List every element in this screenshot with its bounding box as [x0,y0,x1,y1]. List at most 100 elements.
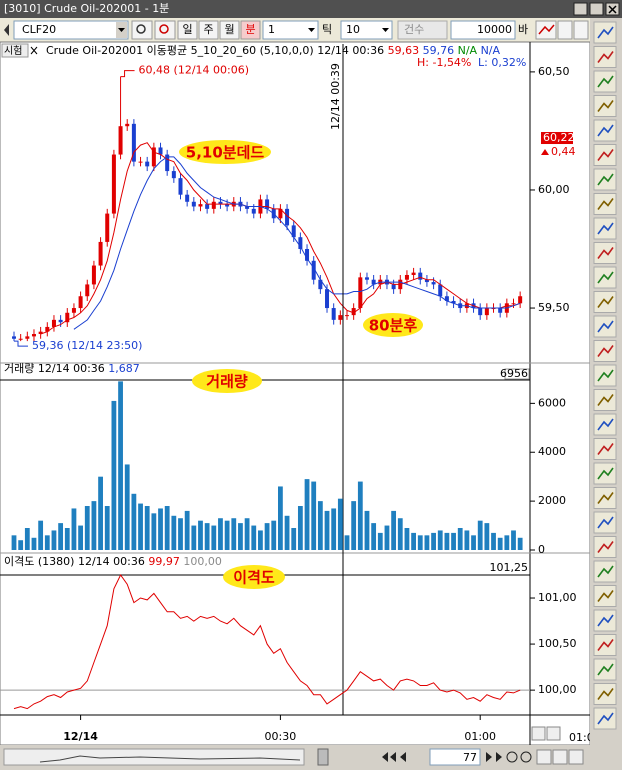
side-tool-button[interactable] [593,462,617,485]
tool-button[interactable] [573,20,589,40]
zoom-out[interactable] [520,751,532,763]
side-tool-button[interactable] [593,389,617,411]
side-tool-button[interactable] [593,658,617,681]
volume-header: 거래량 12/14 00:36 1,687 [4,362,140,375]
candle-body [404,274,409,280]
period-button[interactable] [219,20,240,40]
candle-body [105,213,110,242]
period-button-active[interactable] [240,20,261,40]
candle-body [245,206,250,209]
volume-bar [411,532,416,550]
candle-body [305,249,310,261]
side-tool-button[interactable] [593,46,617,68]
side-tool-icon [597,688,614,700]
search-red-button[interactable] [154,20,176,40]
period-button[interactable] [198,20,219,40]
count-input[interactable] [450,20,516,40]
side-tool-button[interactable] [593,315,617,338]
side-tool-button[interactable] [593,560,617,583]
tick-combo[interactable] [340,20,393,40]
scroll-thumb[interactable] [317,748,329,766]
scroll-buttons[interactable] [382,752,406,762]
side-tool-button[interactable] [593,364,617,387]
minimize-button[interactable] [573,2,588,16]
candle-body [431,282,436,285]
tool-button[interactable] [557,20,573,40]
search-button[interactable] [131,20,153,40]
side-tool-button[interactable] [593,487,617,509]
candle-body [51,319,56,327]
period-label: 일 [182,22,192,36]
y-tick-label: 100,00 [538,683,577,696]
side-tool-button[interactable] [593,168,617,191]
window-title: [3010] Crude Oil-202001 - 1분 [4,2,169,15]
side-tool-button[interactable] [593,70,617,93]
scroll-buttons[interactable] [486,752,502,762]
side-tool-icon [597,614,614,627]
side-tool-button[interactable] [593,217,617,240]
candle-body [165,154,170,172]
period-button[interactable] [177,20,198,40]
side-tool-button[interactable] [593,413,617,436]
side-tool-button[interactable] [593,95,617,117]
candle-body [424,279,429,283]
candle-body [85,284,90,297]
side-tool-button[interactable] [593,634,617,656]
candle-body [138,161,143,163]
candle-body [12,336,16,339]
side-tool-button[interactable] [593,609,617,632]
side-tool-button[interactable] [593,119,617,142]
volume-bar [104,506,110,550]
side-tool-button[interactable] [593,291,617,313]
candle-body [118,126,123,155]
side-tool-button[interactable] [593,585,617,607]
interval-combo[interactable] [262,20,319,40]
side-tool-icon [597,51,614,63]
side-tool-button[interactable] [593,683,617,705]
period-label: 월 [224,23,234,36]
annotation-bubble [192,369,262,393]
x-tick-label: 00:30 [265,730,297,743]
nav-arrow[interactable] [4,24,9,36]
volume-bar [78,525,83,550]
side-tool-button[interactable] [593,242,617,264]
candle-body [484,308,489,316]
side-tool-button[interactable] [593,21,617,44]
annotation: 5,10분데드 [186,144,265,162]
zoom-button[interactable] [531,726,546,741]
maximize-button[interactable] [589,2,604,16]
side-tool-button[interactable] [593,511,617,534]
max-marker [120,70,135,78]
side-tool-button[interactable] [593,707,617,730]
bars-input[interactable] [429,748,481,766]
volume-bar [138,503,143,550]
candle-body [25,336,30,339]
interval-value: 1 [268,23,275,36]
search-red-icon [159,24,169,34]
symbol-input[interactable] [13,20,129,40]
side-tool-icon [597,394,614,406]
tool-button[interactable] [535,20,557,40]
zoom-in[interactable] [506,751,518,763]
candle-body [211,201,216,209]
candle-body [265,199,270,209]
search-button[interactable] [546,726,561,741]
tool-button[interactable] [568,749,584,765]
side-tool-button[interactable] [593,438,617,460]
candle-body [205,204,210,209]
legend-close[interactable] [30,46,38,55]
volume-bar [351,501,357,550]
side-tool-button[interactable] [593,144,617,166]
side-tool-button[interactable] [593,340,617,362]
candle-body [65,312,70,323]
tool-button[interactable] [536,749,552,765]
title-bar [0,0,622,18]
side-tool-button[interactable] [593,536,617,558]
side-tool-icon [597,124,614,137]
tool-button[interactable] [552,749,568,765]
low-pct: L: 0,32% [478,56,526,69]
close-icon [608,5,617,14]
side-tool-button[interactable] [593,193,617,215]
side-tool-button[interactable] [593,266,617,289]
candle-body [178,178,183,195]
